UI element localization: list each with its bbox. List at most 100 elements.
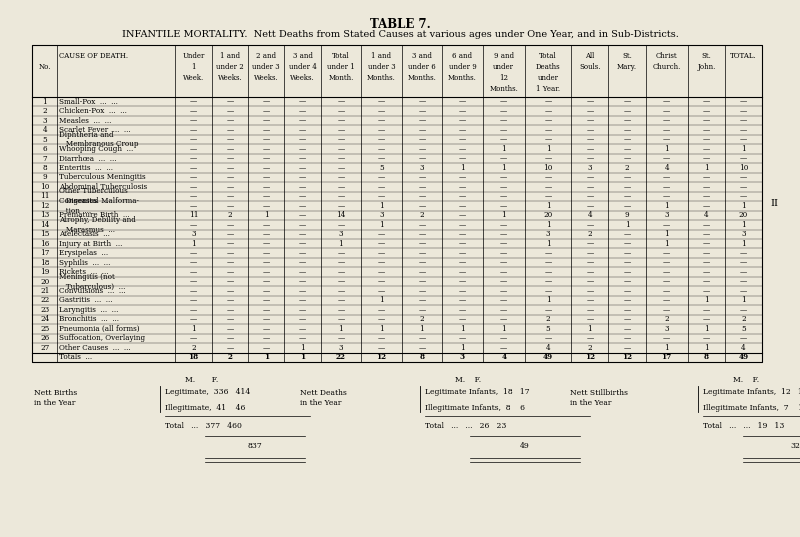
- Text: —: —: [458, 306, 466, 314]
- Text: —: —: [226, 287, 234, 295]
- Text: 1: 1: [546, 202, 550, 210]
- Text: —: —: [702, 287, 710, 295]
- Text: 2 and: 2 and: [256, 52, 276, 60]
- Text: —: —: [378, 335, 385, 343]
- Text: —: —: [299, 259, 306, 267]
- Text: Enteritis  ...  ...: Enteritis ... ...: [59, 164, 114, 172]
- Text: —: —: [338, 202, 345, 210]
- Text: —: —: [190, 183, 198, 191]
- Text: Rickets  ...  ...: Rickets ... ...: [59, 268, 109, 276]
- Text: 1: 1: [664, 145, 669, 153]
- Text: —: —: [740, 306, 747, 314]
- Text: —: —: [623, 173, 630, 182]
- Text: —: —: [338, 278, 345, 286]
- Text: —: —: [378, 107, 385, 115]
- Text: —: —: [663, 107, 670, 115]
- Text: Mary.: Mary.: [617, 63, 637, 71]
- Text: —: —: [262, 107, 270, 115]
- Text: —: —: [299, 240, 306, 248]
- Text: —: —: [623, 287, 630, 295]
- Text: 32: 32: [790, 442, 800, 450]
- Text: —: —: [226, 306, 234, 314]
- Text: Under: Under: [182, 52, 205, 60]
- Text: —: —: [545, 173, 552, 182]
- Text: —: —: [500, 268, 507, 276]
- Text: —: —: [740, 98, 747, 106]
- Text: —: —: [190, 287, 198, 295]
- Text: —: —: [190, 306, 198, 314]
- Text: —: —: [262, 98, 270, 106]
- Text: —: —: [702, 173, 710, 182]
- Text: —: —: [663, 335, 670, 343]
- Text: —: —: [663, 259, 670, 267]
- Text: —: —: [740, 278, 747, 286]
- Text: 4: 4: [42, 126, 47, 134]
- Text: —: —: [190, 315, 198, 323]
- Text: —: —: [586, 126, 594, 134]
- Text: 10: 10: [40, 183, 50, 191]
- Text: —: —: [586, 278, 594, 286]
- Text: under: under: [494, 63, 514, 71]
- Text: —: —: [545, 135, 552, 143]
- Text: 10: 10: [543, 164, 553, 172]
- Text: —: —: [545, 278, 552, 286]
- Text: —: —: [226, 164, 234, 172]
- Text: 1: 1: [664, 344, 669, 352]
- Text: —: —: [740, 249, 747, 257]
- Text: —: —: [226, 230, 234, 238]
- Text: —: —: [299, 164, 306, 172]
- Text: 12: 12: [622, 353, 632, 361]
- Text: 11: 11: [189, 211, 198, 219]
- Text: 1: 1: [546, 221, 550, 229]
- Text: Chicken-Pox  ...  ...: Chicken-Pox ... ...: [59, 107, 127, 115]
- Text: 9: 9: [42, 173, 47, 182]
- Text: TABLE 7.: TABLE 7.: [370, 18, 430, 31]
- Text: —: —: [299, 335, 306, 343]
- Text: —: —: [338, 117, 345, 125]
- Text: —: —: [586, 249, 594, 257]
- Text: —: —: [190, 249, 198, 257]
- Text: —: —: [418, 221, 426, 229]
- Text: Total   ...   377   460: Total ... 377 460: [165, 422, 242, 430]
- Text: Christ: Christ: [656, 52, 678, 60]
- Text: 9: 9: [625, 211, 630, 219]
- Text: —: —: [500, 259, 507, 267]
- Text: —: —: [586, 268, 594, 276]
- Text: Month.: Month.: [328, 74, 354, 82]
- Text: 6: 6: [42, 145, 47, 153]
- Text: —: —: [623, 126, 630, 134]
- Text: —: —: [702, 315, 710, 323]
- Text: 17: 17: [40, 249, 50, 257]
- Text: 1: 1: [191, 63, 196, 71]
- Text: —: —: [500, 183, 507, 191]
- Text: Nett Births
in the Year: Nett Births in the Year: [34, 389, 78, 407]
- Text: —: —: [418, 335, 426, 343]
- Text: 1: 1: [704, 164, 709, 172]
- Text: —: —: [226, 145, 234, 153]
- Text: —: —: [663, 287, 670, 295]
- Text: Legitimate Infants,  12   12: Legitimate Infants, 12 12: [703, 388, 800, 396]
- Text: 11: 11: [40, 192, 50, 200]
- Text: 1: 1: [264, 353, 269, 361]
- Text: —: —: [545, 107, 552, 115]
- Text: —: —: [586, 240, 594, 248]
- Text: Deaths: Deaths: [536, 63, 560, 71]
- Text: —: —: [299, 107, 306, 115]
- Text: Nett Stillbirths
in the Year: Nett Stillbirths in the Year: [570, 389, 628, 407]
- Text: —: —: [262, 306, 270, 314]
- Text: 1: 1: [42, 98, 47, 106]
- Text: Total   ...   ...   19   13: Total ... ... 19 13: [703, 422, 784, 430]
- Text: —: —: [262, 230, 270, 238]
- Text: 1: 1: [741, 240, 746, 248]
- Text: Meningitis (not
   Tuberculous)  ...: Meningitis (not Tuberculous) ...: [59, 273, 126, 291]
- Text: —: —: [500, 315, 507, 323]
- Text: 1: 1: [300, 344, 305, 352]
- Text: —: —: [623, 155, 630, 163]
- Text: 1: 1: [664, 230, 669, 238]
- Text: —: —: [338, 268, 345, 276]
- Text: Souls.: Souls.: [579, 63, 601, 71]
- Text: —: —: [262, 287, 270, 295]
- Text: 49: 49: [738, 353, 749, 361]
- Text: —: —: [458, 268, 466, 276]
- Text: Measles  ...  ...: Measles ... ...: [59, 117, 112, 125]
